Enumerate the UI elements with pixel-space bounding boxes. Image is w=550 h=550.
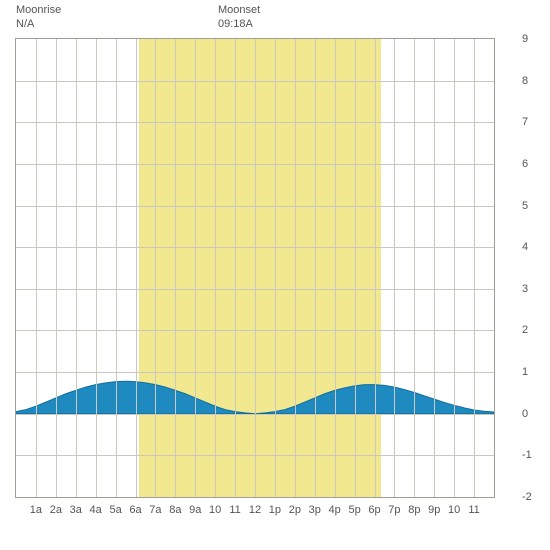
x-tick-label: 5p — [348, 504, 360, 516]
x-tick-label: 3p — [309, 504, 321, 516]
grid-vline — [116, 39, 117, 497]
grid-vline — [355, 39, 356, 497]
y-tick-label: 1 — [522, 366, 542, 378]
grid-hline — [16, 81, 494, 82]
grid-vline — [215, 39, 216, 497]
grid-vline — [474, 39, 475, 497]
y-tick-label: -1 — [522, 449, 542, 461]
x-tick-label: 8p — [408, 504, 420, 516]
grid-vline — [335, 39, 336, 497]
x-tick-label: 10 — [448, 504, 460, 516]
grid-vline — [76, 39, 77, 497]
y-tick-label: 5 — [522, 200, 542, 212]
grid-hline — [16, 455, 494, 456]
grid-vline — [315, 39, 316, 497]
x-tick-label: 2p — [289, 504, 301, 516]
grid-hline — [16, 247, 494, 248]
x-tick-label: 9p — [428, 504, 440, 516]
x-tick-label: 10 — [209, 504, 221, 516]
x-tick-label: 2a — [50, 504, 62, 516]
grid-vline — [454, 39, 455, 497]
x-tick-label: 8a — [169, 504, 181, 516]
moonset-label: Moonset 09:18A — [218, 4, 260, 32]
x-tick-label: 1p — [269, 504, 281, 516]
x-tick-label: 12 — [249, 504, 261, 516]
x-tick-label: 5a — [109, 504, 121, 516]
grid-hline — [16, 372, 494, 373]
tide-chart-container: Moonrise N/A Moonset 09:18A -2-101234567… — [0, 0, 550, 550]
plot-region — [15, 38, 495, 498]
grid-vline — [255, 39, 256, 497]
grid-vline — [36, 39, 37, 497]
grid-vline — [375, 39, 376, 497]
moonset-title: Moonset — [218, 4, 260, 18]
moonrise-label: Moonrise N/A — [16, 4, 61, 32]
grid-hline — [16, 330, 494, 331]
grid-vline — [295, 39, 296, 497]
grid-vline — [96, 39, 97, 497]
grid-vline — [414, 39, 415, 497]
chart-area: -2-101234567891a2a3a4a5a6a7a8a9a1011121p… — [15, 38, 520, 528]
x-tick-label: 7a — [149, 504, 161, 516]
y-tick-label: 3 — [522, 283, 542, 295]
grid-hline — [16, 122, 494, 123]
x-tick-label: 3a — [70, 504, 82, 516]
y-tick-label: 6 — [522, 158, 542, 170]
x-tick-label: 7p — [388, 504, 400, 516]
x-tick-label: 1a — [30, 504, 42, 516]
grid-hline — [16, 289, 494, 290]
moonrise-value: N/A — [16, 18, 61, 32]
grid-vline — [394, 39, 395, 497]
grid-vline — [56, 39, 57, 497]
grid-hline — [16, 414, 494, 415]
y-tick-label: 7 — [522, 116, 542, 128]
x-tick-label: 4a — [90, 504, 102, 516]
header-labels: Moonrise N/A Moonset 09:18A — [0, 4, 550, 36]
grid-vline — [175, 39, 176, 497]
y-tick-label: -2 — [522, 491, 542, 503]
y-tick-label: 9 — [522, 33, 542, 45]
grid-vline — [155, 39, 156, 497]
y-tick-label: 8 — [522, 75, 542, 87]
x-tick-label: 6a — [129, 504, 141, 516]
grid-vline — [136, 39, 137, 497]
grid-hline — [16, 164, 494, 165]
grid-vline — [434, 39, 435, 497]
x-tick-label: 6p — [368, 504, 380, 516]
grid-hline — [16, 206, 494, 207]
y-tick-label: 0 — [522, 408, 542, 420]
x-tick-label: 9a — [189, 504, 201, 516]
grid-vline — [195, 39, 196, 497]
x-tick-label: 11 — [468, 504, 479, 516]
grid-vline — [235, 39, 236, 497]
y-tick-label: 2 — [522, 324, 542, 336]
x-tick-label: 4p — [329, 504, 341, 516]
x-tick-label: 11 — [229, 504, 240, 516]
moonset-value: 09:18A — [218, 18, 260, 32]
grid-vline — [275, 39, 276, 497]
y-tick-label: 4 — [522, 241, 542, 253]
moonrise-title: Moonrise — [16, 4, 61, 18]
